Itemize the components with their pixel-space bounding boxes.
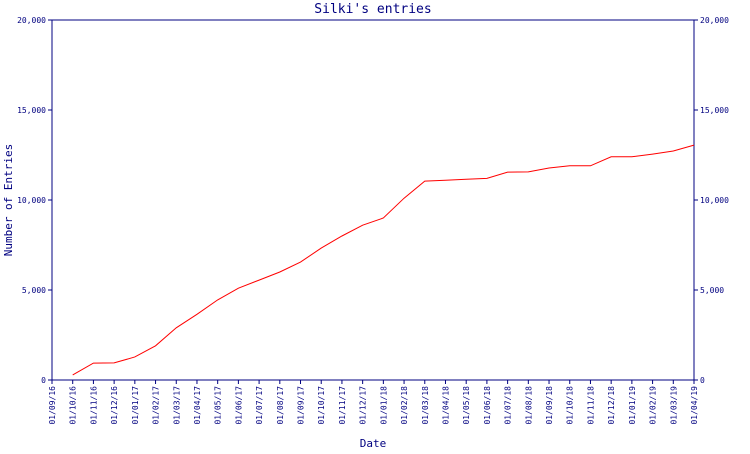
- x-tick-label: 01/04/19: [690, 386, 699, 425]
- y2-tick-label: 5,000: [700, 286, 724, 295]
- x-tick-label: 01/03/18: [421, 386, 430, 425]
- x-tick-label: 01/12/16: [110, 386, 119, 425]
- y-axis-label: Number of Entries: [2, 144, 15, 257]
- plot-frame: [51, 19, 695, 381]
- x-tick-label: 01/08/17: [276, 386, 285, 425]
- x-tick-label: 01/11/17: [338, 386, 347, 425]
- x-axis-label: Date: [360, 437, 387, 450]
- x-tick-label: 01/09/17: [297, 386, 306, 425]
- x-tick-label: 01/03/17: [172, 386, 181, 425]
- x-tick-label: 01/05/17: [214, 386, 223, 425]
- y-tick-label: 5,000: [22, 286, 46, 295]
- y2-tick-label: 15,000: [700, 106, 729, 115]
- line-series: [72, 144, 695, 376]
- x-tick-label: 01/01/18: [379, 386, 388, 425]
- x-tick-label: 01/07/18: [504, 386, 513, 425]
- y2-tick-label: 20,000: [700, 16, 729, 25]
- y-tick-label: 10,000: [17, 196, 46, 205]
- y-tick-label: 20,000: [17, 16, 46, 25]
- x-tick-label: 01/12/17: [359, 386, 368, 425]
- x-tick-label: 01/09/16: [48, 386, 57, 425]
- x-tick-label: 01/01/19: [628, 386, 637, 425]
- x-tick-label: 01/07/17: [255, 386, 264, 425]
- x-tick-label: 01/01/17: [131, 386, 140, 425]
- y-tick-label: 15,000: [17, 106, 46, 115]
- x-tick-label: 01/02/18: [400, 386, 409, 425]
- y2-tick-label: 0: [700, 376, 705, 385]
- x-tick-label: 01/09/18: [545, 386, 554, 425]
- x-tick-label: 01/04/18: [441, 386, 450, 425]
- x-tick-label: 01/06/17: [234, 386, 243, 425]
- x-tick-label: 01/02/19: [649, 386, 658, 425]
- x-tick-label: 01/10/17: [317, 386, 326, 425]
- x-tick-label: 01/10/16: [69, 386, 78, 425]
- x-tick-label: 01/05/18: [462, 386, 471, 425]
- y-tick-label: 0: [41, 376, 46, 385]
- x-tick-label: 01/11/16: [89, 386, 98, 425]
- y2-tick-label: 10,000: [700, 196, 729, 205]
- x-tick-label: 01/10/18: [566, 386, 575, 425]
- chart-title: Silki's entries: [314, 2, 431, 17]
- x-tick-label: 01/08/18: [524, 386, 533, 425]
- x-tick-label: 01/11/18: [586, 386, 595, 425]
- x-tick-label: 01/12/18: [607, 386, 616, 425]
- x-tick-label: 01/04/17: [193, 386, 202, 425]
- x-tick-label: 01/03/19: [669, 386, 678, 425]
- x-tick-label: 01/06/18: [483, 386, 492, 425]
- x-tick-label: 01/02/17: [152, 386, 161, 425]
